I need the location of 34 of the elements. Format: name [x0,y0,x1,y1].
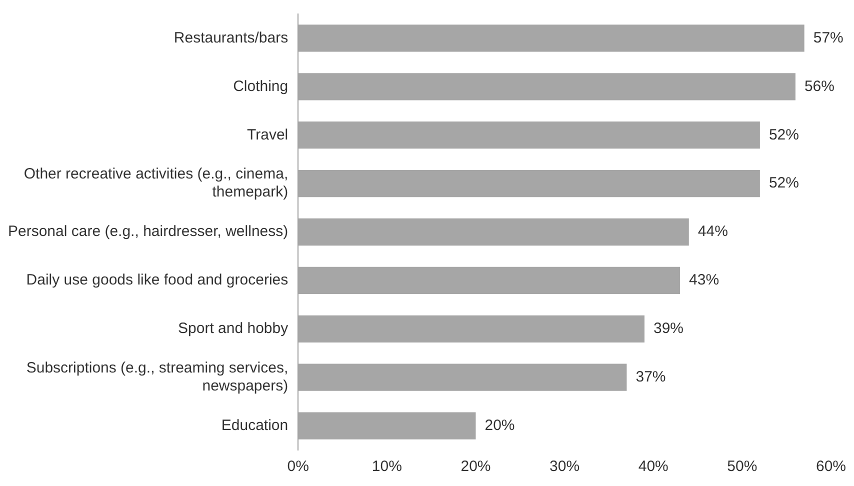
data-label: 39% [653,320,684,338]
x-tick-label: 20% [460,458,491,476]
bar [298,266,680,294]
y-tick-label: Other recreative activities (e.g., cinema, themepark) [24,166,288,201]
x-tick-label: 50% [727,458,758,476]
x-tick-label: 10% [372,458,402,476]
bar [298,170,760,198]
data-label: 52% [768,174,799,192]
y-tick-label: Subscriptions (e.g., streaming services, newspapers) [26,359,288,394]
data-label: 43% [689,272,720,289]
bar [298,73,796,100]
y-tick-label: Sport and hobby [178,320,289,338]
y-tick-label: Education [221,416,288,434]
bar [298,364,627,391]
data-label: 20% [484,416,515,434]
x-tick-label: 0% [287,458,309,476]
y-tick-label: Daily use goods like food and groceries [26,272,288,289]
bar [298,122,760,149]
bar [298,412,476,440]
y-tick-label: Personal care (e.g., hairdresser, wellness) [8,223,288,240]
data-label: 57% [813,29,844,46]
data-label: 44% [698,223,728,240]
bar [298,24,804,52]
x-tick-label: 40% [638,458,668,476]
y-tick-label: Restaurants/bars [174,29,288,46]
x-tick-label: 60% [816,458,846,476]
data-label: 56% [804,78,834,95]
data-label: 37% [636,368,666,386]
bar [298,218,689,246]
x-tick-label: 30% [550,458,580,476]
data-label: 52% [768,126,799,144]
y-tick-label: Travel [246,126,288,144]
y-tick-label: Clothing [233,78,288,95]
bar [298,315,644,342]
